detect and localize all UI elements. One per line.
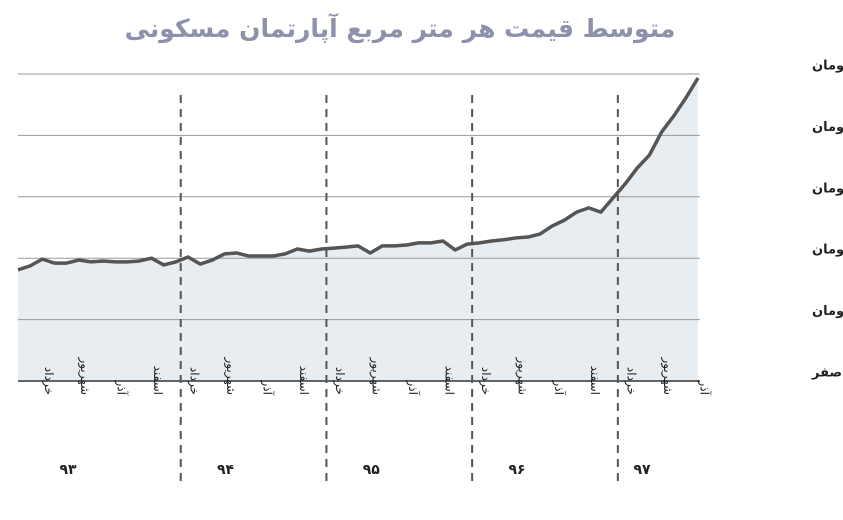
x-tick-label: خرداد: [187, 367, 202, 395]
x-tick-label: اسفند: [443, 366, 457, 395]
y-tick-label: ۱۰ میلیون تومان: [812, 59, 843, 74]
x-tick-label: شهریور: [514, 356, 529, 395]
x-tick-label: اسفند: [151, 366, 165, 395]
y-tick-label: ۶ میلیون تومان: [812, 181, 843, 196]
x-tick-label: خرداد: [478, 367, 493, 395]
year-label: ۹۴: [217, 462, 235, 478]
x-tick-label: شهریور: [223, 356, 238, 395]
area: [18, 77, 698, 381]
x-tick-label: شهریور: [660, 356, 675, 395]
x-tick-label: آذر: [697, 380, 713, 396]
y-tick-label: ۸ میلیون تومان: [812, 120, 843, 135]
x-tick-label: آذر: [405, 380, 421, 396]
line: [17, 77, 700, 272]
year-label: ۹۵: [363, 462, 381, 478]
x-tick-label: خرداد: [41, 367, 56, 395]
year-label: ۹۳: [59, 462, 77, 478]
chart-title: متوسط قیمت هر متر مربع آپارتمان مسکونی: [125, 13, 676, 44]
x-tick-label: آذر: [259, 380, 275, 396]
x-tick-label: خرداد: [624, 367, 639, 395]
y-tick-label: ۲ میلیون تومان: [812, 304, 843, 319]
year-label: ۹۶: [508, 462, 525, 478]
x-tick-label: آذر: [114, 380, 130, 396]
year-label: ۹۷: [634, 462, 652, 478]
x-tick-label: آذر: [551, 380, 567, 396]
x-tick-label: شهریور: [369, 356, 384, 395]
x-tick-label: اسفند: [297, 366, 311, 395]
x-tick-label: اسفند: [588, 366, 602, 395]
x-tick-label: شهریور: [77, 356, 92, 395]
y-tick-label: ۴ میلیون تومان: [812, 243, 843, 258]
x-tick-label: خرداد: [332, 367, 347, 395]
y-tick-label: صفر: [811, 366, 842, 381]
